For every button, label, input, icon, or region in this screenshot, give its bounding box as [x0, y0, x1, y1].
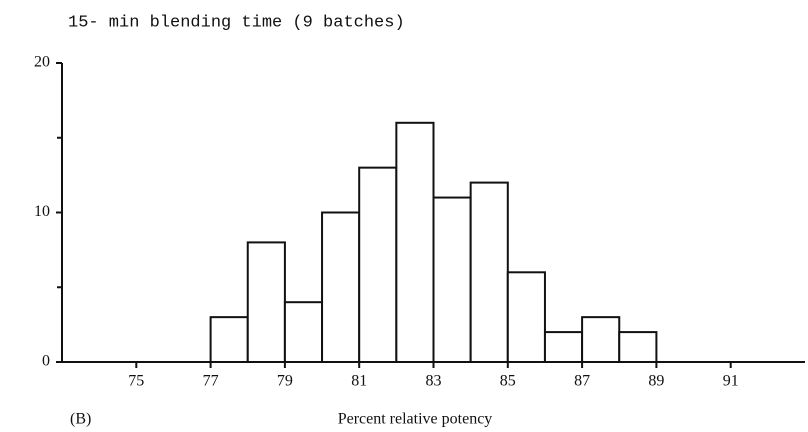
bar — [581, 316, 621, 363]
x-tick-label: 89 — [648, 373, 664, 390]
bar — [209, 316, 249, 363]
x-tick-label: 91 — [723, 373, 739, 390]
x-tick-label: 75 — [128, 373, 144, 390]
bar — [283, 301, 324, 364]
panel-label: (B) — [70, 411, 91, 428]
x-tick-label: 83 — [426, 373, 442, 390]
x-tick-label: 81 — [351, 373, 367, 390]
bar — [469, 181, 509, 363]
bar — [432, 196, 472, 363]
x-axis-label: Percent relative potency — [338, 411, 493, 428]
x-tick-label: 87 — [574, 373, 590, 390]
bar — [321, 211, 361, 363]
bar — [618, 331, 658, 364]
bar — [506, 271, 546, 363]
x-tick-label: 79 — [277, 373, 293, 390]
x-tick-label: 77 — [203, 373, 219, 390]
bar — [395, 121, 435, 363]
y-tick-label: 0 — [42, 353, 50, 370]
bar — [358, 166, 398, 363]
y-tick-label: 10 — [34, 203, 50, 220]
bar — [543, 331, 584, 364]
bar — [246, 241, 286, 363]
y-tick-label: 20 — [34, 54, 50, 71]
x-tick-label: 85 — [500, 373, 516, 390]
chart-title: 15- min blending time (9 batches) — [68, 13, 405, 32]
